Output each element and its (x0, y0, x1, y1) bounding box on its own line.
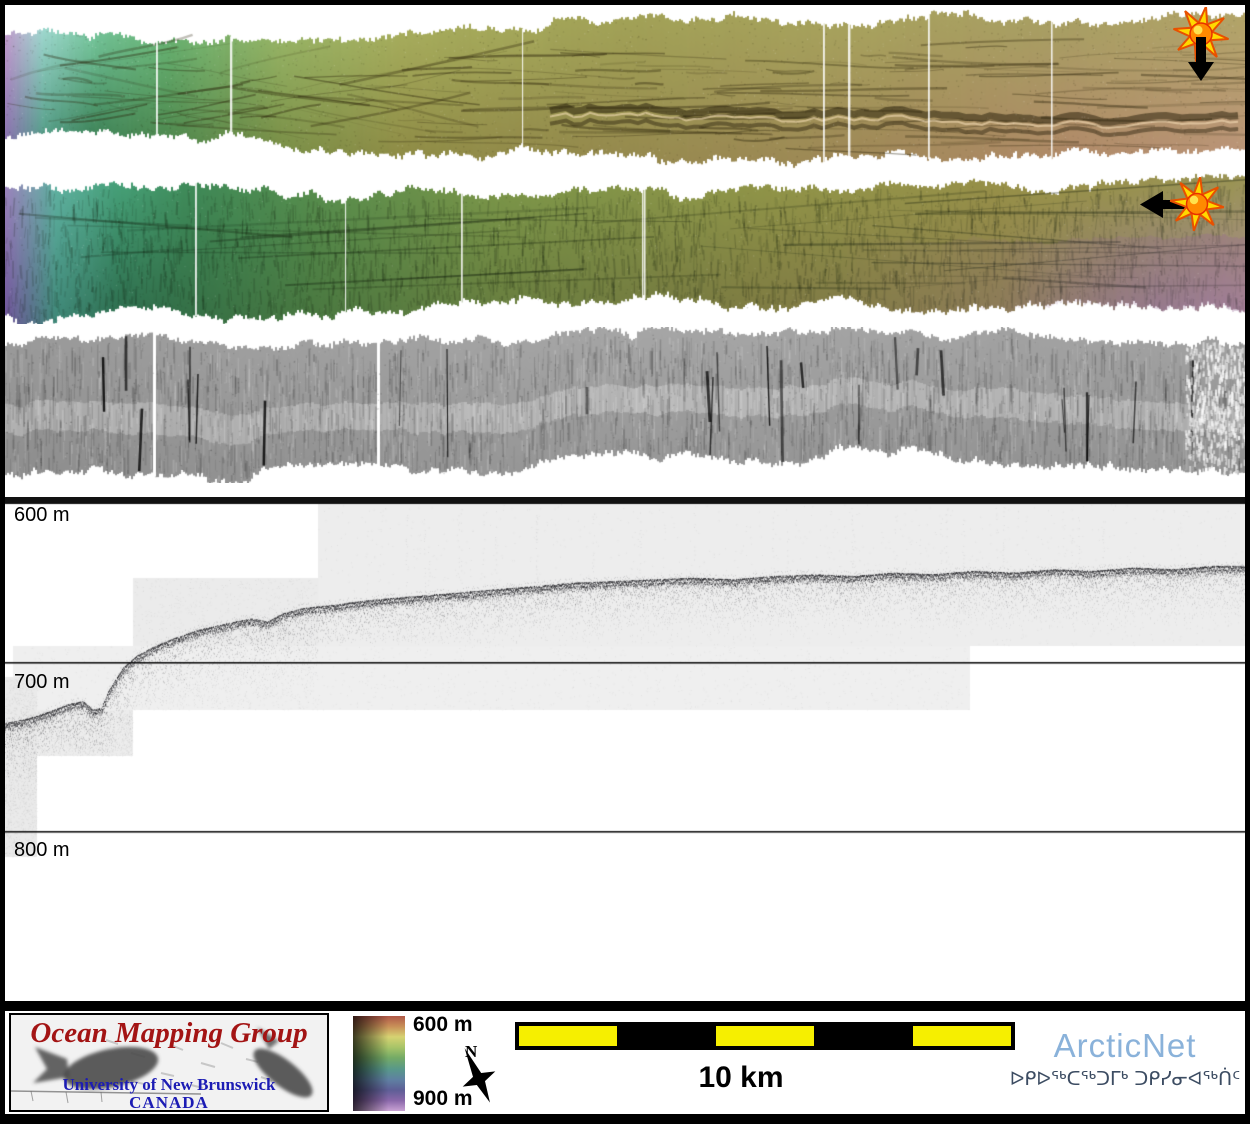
depth-label-800m: 800 m (14, 839, 70, 861)
bathymetry-swath-1 (5, 7, 1245, 169)
scale-bar-segment-yellow (519, 1026, 618, 1046)
footer-bar: Ocean Mapping Group University of New Br… (5, 1001, 1245, 1119)
compass-north-label: N (465, 1042, 478, 1061)
arcticnet-wordmark: ArcticNet (1053, 1027, 1197, 1064)
arcticnet-branding: ArcticNet ᐅᑭᐅᖅᑕᖅᑐᒥᒃ ᑐᑭᓯᓂᐊᖅᑏᑦ (1005, 1027, 1245, 1090)
logo-institution: University of New Brunswick (62, 1075, 276, 1094)
seafloor-art (11, 1027, 313, 1104)
scale-bar-segment-yellow (912, 1026, 1012, 1046)
north-arrow-icon: N (462, 1042, 496, 1103)
left-arrow-icon (1140, 191, 1193, 218)
scale-bar (515, 1022, 1015, 1050)
sidescan-sonar-strip (5, 327, 1245, 483)
fish-silhouette-left (63, 1046, 159, 1090)
scale-bar-segment-black (617, 1026, 715, 1046)
logo-title: Ocean Mapping Group (30, 1017, 308, 1049)
depth-color-scale (353, 1016, 405, 1111)
depth-label-700m: 700 m (14, 671, 70, 693)
color-scale-top-label: 600 m (413, 1013, 473, 1036)
arcticnet-inuktitut-text: ᐅᑭᐅᖅᑕᖅᑐᒥᒃ ᑐᑭᓯᓂᐊᖅᑏᑦ (1009, 1068, 1241, 1090)
depth-label-600m: 600 m (14, 504, 70, 526)
scale-bar-segment-black (814, 1026, 912, 1046)
ocean-mapping-group-logo: Ocean Mapping Group University of New Br… (9, 1013, 329, 1112)
starburst-left-arrow-icon (1140, 177, 1225, 232)
subbottom-echogram (5, 497, 1245, 1001)
color-scale-bottom-label: 900 m (413, 1087, 473, 1110)
fish-silhouette-right (253, 1048, 313, 1098)
bathymetry-swath-2 (5, 172, 1245, 324)
scale-bar-label: 10 km (698, 1061, 784, 1094)
starburst-down-arrow-icon (1173, 7, 1229, 81)
scale-bar-segment-yellow (715, 1026, 815, 1046)
logo-country: CANADA (129, 1093, 209, 1112)
down-arrow-icon (1188, 37, 1214, 81)
